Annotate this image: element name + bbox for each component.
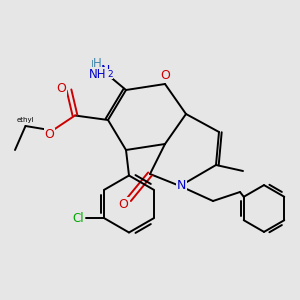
Text: NH: NH [89,68,106,81]
Text: N: N [177,179,186,192]
Text: H: H [91,60,100,70]
Text: N: N [101,64,110,77]
Text: H: H [93,57,102,70]
Text: H: H [86,70,95,80]
Text: Cl: Cl [72,212,84,225]
Text: 2: 2 [108,70,113,79]
Text: O: O [119,197,128,211]
Text: ethyl: ethyl [17,117,34,123]
Text: O: O [45,128,54,142]
Text: O: O [160,69,170,82]
Text: O: O [57,82,66,95]
